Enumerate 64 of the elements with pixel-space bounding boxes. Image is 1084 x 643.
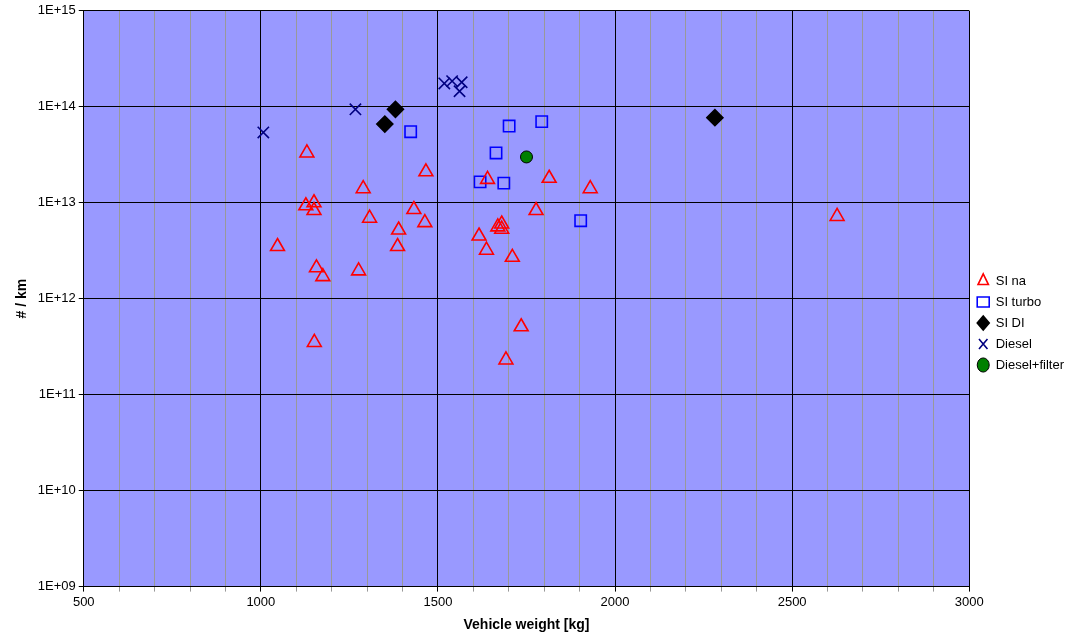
point bbox=[582, 179, 598, 194]
point bbox=[478, 241, 495, 256]
y-tick-label: 1E+10 bbox=[37, 482, 76, 498]
point bbox=[315, 267, 331, 282]
point bbox=[256, 125, 270, 139]
point bbox=[348, 102, 362, 116]
point bbox=[473, 175, 487, 189]
point bbox=[519, 150, 533, 164]
point bbox=[406, 200, 422, 215]
point bbox=[389, 237, 406, 252]
point bbox=[498, 351, 514, 365]
point bbox=[535, 115, 549, 129]
point bbox=[361, 209, 378, 223]
point bbox=[489, 146, 503, 160]
point bbox=[437, 76, 451, 90]
y-tick-label: 1E+14 bbox=[37, 98, 76, 114]
x-tick-label: 3000 bbox=[954, 593, 984, 609]
point bbox=[298, 196, 314, 211]
y-tick-label: 1E+11 bbox=[38, 386, 76, 402]
point bbox=[350, 262, 367, 276]
y-tick-label: 1E+15 bbox=[37, 2, 76, 18]
point bbox=[574, 214, 588, 228]
y-tick-label: 1E+09 bbox=[37, 578, 76, 594]
point bbox=[308, 258, 325, 273]
point bbox=[471, 227, 487, 241]
legend-label: SI turbo bbox=[995, 293, 1042, 309]
point bbox=[445, 74, 459, 88]
point bbox=[418, 163, 434, 177]
y-tick-label: 1E+13 bbox=[37, 194, 76, 210]
x-tick-label: 1000 bbox=[246, 593, 276, 609]
point bbox=[355, 179, 371, 194]
point bbox=[502, 119, 516, 133]
legend-label: SI na bbox=[995, 272, 1027, 288]
point bbox=[417, 213, 433, 228]
point bbox=[513, 317, 529, 332]
x-tick-label: 2500 bbox=[777, 593, 807, 609]
legend-label: Diesel bbox=[995, 335, 1032, 351]
point bbox=[504, 248, 521, 263]
point bbox=[306, 333, 323, 348]
point bbox=[829, 207, 845, 222]
x-tick-label: 500 bbox=[72, 593, 95, 609]
point bbox=[390, 221, 407, 235]
x-tick-label: 2000 bbox=[600, 593, 630, 609]
y-axis-title: # / km bbox=[13, 278, 30, 319]
legend-label: SI DI bbox=[995, 314, 1025, 330]
point bbox=[404, 125, 418, 139]
point bbox=[497, 176, 511, 190]
point bbox=[479, 170, 496, 185]
x-tick-label: 1500 bbox=[423, 593, 453, 609]
point bbox=[269, 237, 286, 252]
point bbox=[493, 215, 510, 229]
y-tick-label: 1E+12 bbox=[37, 290, 76, 306]
point bbox=[386, 100, 405, 119]
point bbox=[706, 108, 724, 127]
point bbox=[493, 220, 510, 234]
point bbox=[306, 201, 322, 216]
point bbox=[490, 218, 506, 232]
point bbox=[541, 169, 557, 184]
point bbox=[299, 144, 315, 158]
x-axis-title: Vehicle weight [kg] bbox=[463, 616, 590, 633]
legend-label: Diesel+filter bbox=[995, 356, 1065, 372]
point bbox=[306, 193, 322, 208]
point bbox=[376, 115, 394, 133]
point bbox=[528, 201, 544, 216]
